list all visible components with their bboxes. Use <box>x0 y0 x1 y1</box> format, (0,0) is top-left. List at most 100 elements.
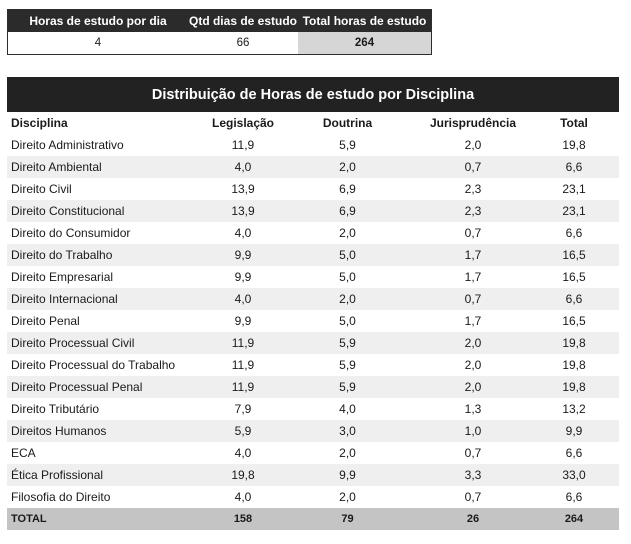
cell-legislacao[interactable]: 4,0 <box>234 490 252 504</box>
cell-doutrina[interactable]: 5,0 <box>339 270 356 284</box>
cell-legislacao[interactable]: 13,9 <box>231 204 255 218</box>
total-total[interactable]: 264 <box>564 513 584 525</box>
summary-header-total-hours[interactable]: Total horas de estudo <box>302 14 427 28</box>
header-total[interactable]: Total <box>560 116 588 130</box>
cell-jurisprudencia[interactable]: 1,0 <box>464 424 482 438</box>
cell-total[interactable]: 19,8 <box>562 138 586 152</box>
distribution-title[interactable]: Distribuição de Horas de estudo por Disc… <box>7 77 619 112</box>
cell-legislacao[interactable]: 11,9 <box>231 380 255 394</box>
cell-doutrina[interactable]: 2,0 <box>339 292 356 306</box>
cell-legislacao[interactable]: 9,9 <box>234 248 252 262</box>
cell-disciplina[interactable]: Ética Profissional <box>11 468 104 482</box>
cell-legislacao[interactable]: 7,9 <box>234 402 252 416</box>
cell-jurisprudencia[interactable]: 2,3 <box>464 204 482 218</box>
summary-header-hours-per-day[interactable]: Horas de estudo por dia <box>29 14 167 28</box>
total-doutrina[interactable]: 79 <box>341 513 354 525</box>
cell-legislacao[interactable]: 9,9 <box>234 270 252 284</box>
header-disciplina[interactable]: Disciplina <box>11 116 68 130</box>
cell-legislacao[interactable]: 4,0 <box>234 226 252 240</box>
cell-doutrina[interactable]: 3,0 <box>339 424 356 438</box>
summary-value-study-days[interactable]: 66 <box>236 37 250 49</box>
cell-doutrina[interactable]: 2,0 <box>339 490 356 504</box>
cell-jurisprudencia[interactable]: 1,7 <box>464 248 482 262</box>
cell-disciplina[interactable]: Direito Administrativo <box>11 138 124 152</box>
cell-disciplina[interactable]: ECA <box>11 446 36 460</box>
cell-doutrina[interactable]: 5,0 <box>339 314 356 328</box>
cell-legislacao[interactable]: 11,9 <box>231 336 255 350</box>
cell-doutrina[interactable]: 9,9 <box>339 468 356 482</box>
cell-total[interactable]: 16,5 <box>562 270 586 284</box>
cell-doutrina[interactable]: 5,9 <box>339 380 356 394</box>
cell-legislacao[interactable]: 4,0 <box>234 446 252 460</box>
cell-jurisprudencia[interactable]: 2,3 <box>464 182 482 196</box>
cell-total[interactable]: 6,6 <box>565 160 583 174</box>
cell-disciplina[interactable]: Direito Penal <box>11 314 80 328</box>
cell-total[interactable]: 6,6 <box>565 446 583 460</box>
cell-total[interactable]: 23,1 <box>562 204 586 218</box>
summary-value-hours-per-day[interactable]: 4 <box>94 37 102 49</box>
cell-total[interactable]: 19,8 <box>562 336 586 350</box>
cell-total[interactable]: 16,5 <box>562 314 586 328</box>
cell-disciplina[interactable]: Direito Constitucional <box>11 204 125 218</box>
cell-total[interactable]: 23,1 <box>562 182 586 196</box>
cell-doutrina[interactable]: 5,9 <box>339 138 356 152</box>
cell-legislacao[interactable]: 13,9 <box>231 182 255 196</box>
cell-total[interactable]: 33,0 <box>562 468 586 482</box>
cell-doutrina[interactable]: 2,0 <box>339 226 356 240</box>
cell-total[interactable]: 6,6 <box>565 490 583 504</box>
total-jurisprudencia[interactable]: 26 <box>466 513 480 525</box>
cell-jurisprudencia[interactable]: 0,7 <box>464 490 482 504</box>
cell-disciplina[interactable]: Filosofia do Direito <box>11 490 111 504</box>
cell-jurisprudencia[interactable]: 0,7 <box>464 292 482 306</box>
cell-doutrina[interactable]: 5,9 <box>339 358 356 372</box>
cell-total[interactable]: 6,6 <box>565 292 583 306</box>
header-jurisprudencia[interactable]: Jurisprudência <box>429 116 517 130</box>
cell-jurisprudencia[interactable]: 2,0 <box>464 336 482 350</box>
cell-legislacao[interactable]: 5,9 <box>234 424 252 438</box>
header-doutrina[interactable]: Doutrina <box>322 116 373 130</box>
cell-legislacao[interactable]: 4,0 <box>234 160 252 174</box>
cell-legislacao[interactable]: 9,9 <box>234 314 252 328</box>
cell-jurisprudencia[interactable]: 2,0 <box>464 358 482 372</box>
cell-disciplina[interactable]: Direito Ambiental <box>11 160 102 174</box>
cell-jurisprudencia[interactable]: 0,7 <box>464 160 482 174</box>
cell-total[interactable]: 19,8 <box>562 380 586 394</box>
cell-total[interactable]: 6,6 <box>565 226 583 240</box>
cell-legislacao[interactable]: 4,0 <box>234 292 252 306</box>
cell-jurisprudencia[interactable]: 1,3 <box>464 402 482 416</box>
cell-doutrina[interactable]: 5,0 <box>339 248 356 262</box>
cell-doutrina[interactable]: 6,9 <box>339 182 356 196</box>
cell-disciplina[interactable]: Direito Tributário <box>11 402 100 416</box>
summary-header-study-days[interactable]: Qtd dias de estudo <box>188 14 297 28</box>
cell-jurisprudencia[interactable]: 0,7 <box>464 226 482 240</box>
cell-doutrina[interactable]: 4,0 <box>339 402 356 416</box>
cell-total[interactable]: 9,9 <box>565 424 583 438</box>
cell-disciplina[interactable]: Direito Empresarial <box>11 270 114 284</box>
cell-disciplina[interactable]: Direito do Consumidor <box>11 226 131 240</box>
cell-jurisprudencia[interactable]: 1,7 <box>464 270 482 284</box>
cell-jurisprudencia[interactable]: 3,3 <box>464 468 482 482</box>
total-legislacao[interactable]: 158 <box>233 513 253 525</box>
cell-legislacao[interactable]: 19,8 <box>231 468 255 482</box>
cell-disciplina[interactable]: Direito Processual Penal <box>11 380 143 394</box>
cell-doutrina[interactable]: 2,0 <box>339 160 356 174</box>
cell-jurisprudencia[interactable]: 1,7 <box>464 314 482 328</box>
cell-jurisprudencia[interactable]: 2,0 <box>464 138 482 152</box>
cell-total[interactable]: 16,5 <box>562 248 586 262</box>
cell-disciplina[interactable]: Direito Processual Civil <box>11 336 135 350</box>
cell-jurisprudencia[interactable]: 2,0 <box>464 380 482 394</box>
cell-doutrina[interactable]: 6,9 <box>339 204 356 218</box>
cell-doutrina[interactable]: 2,0 <box>339 446 356 460</box>
cell-total[interactable]: 19,8 <box>562 358 586 372</box>
cell-total[interactable]: 13,2 <box>562 402 586 416</box>
cell-jurisprudencia[interactable]: 0,7 <box>464 446 482 460</box>
cell-disciplina[interactable]: Direito Processual do Trabalho <box>11 358 176 372</box>
cell-legislacao[interactable]: 11,9 <box>231 358 255 372</box>
cell-disciplina[interactable]: Direitos Humanos <box>11 424 107 438</box>
summary-value-total-hours[interactable]: 264 <box>298 32 431 54</box>
cell-disciplina[interactable]: Direito do Trabalho <box>11 248 113 262</box>
cell-doutrina[interactable]: 5,9 <box>339 336 356 350</box>
header-legislacao[interactable]: Legislação <box>211 116 275 130</box>
cell-disciplina[interactable]: Direito Internacional <box>11 292 118 306</box>
cell-legislacao[interactable]: 11,9 <box>231 138 255 152</box>
